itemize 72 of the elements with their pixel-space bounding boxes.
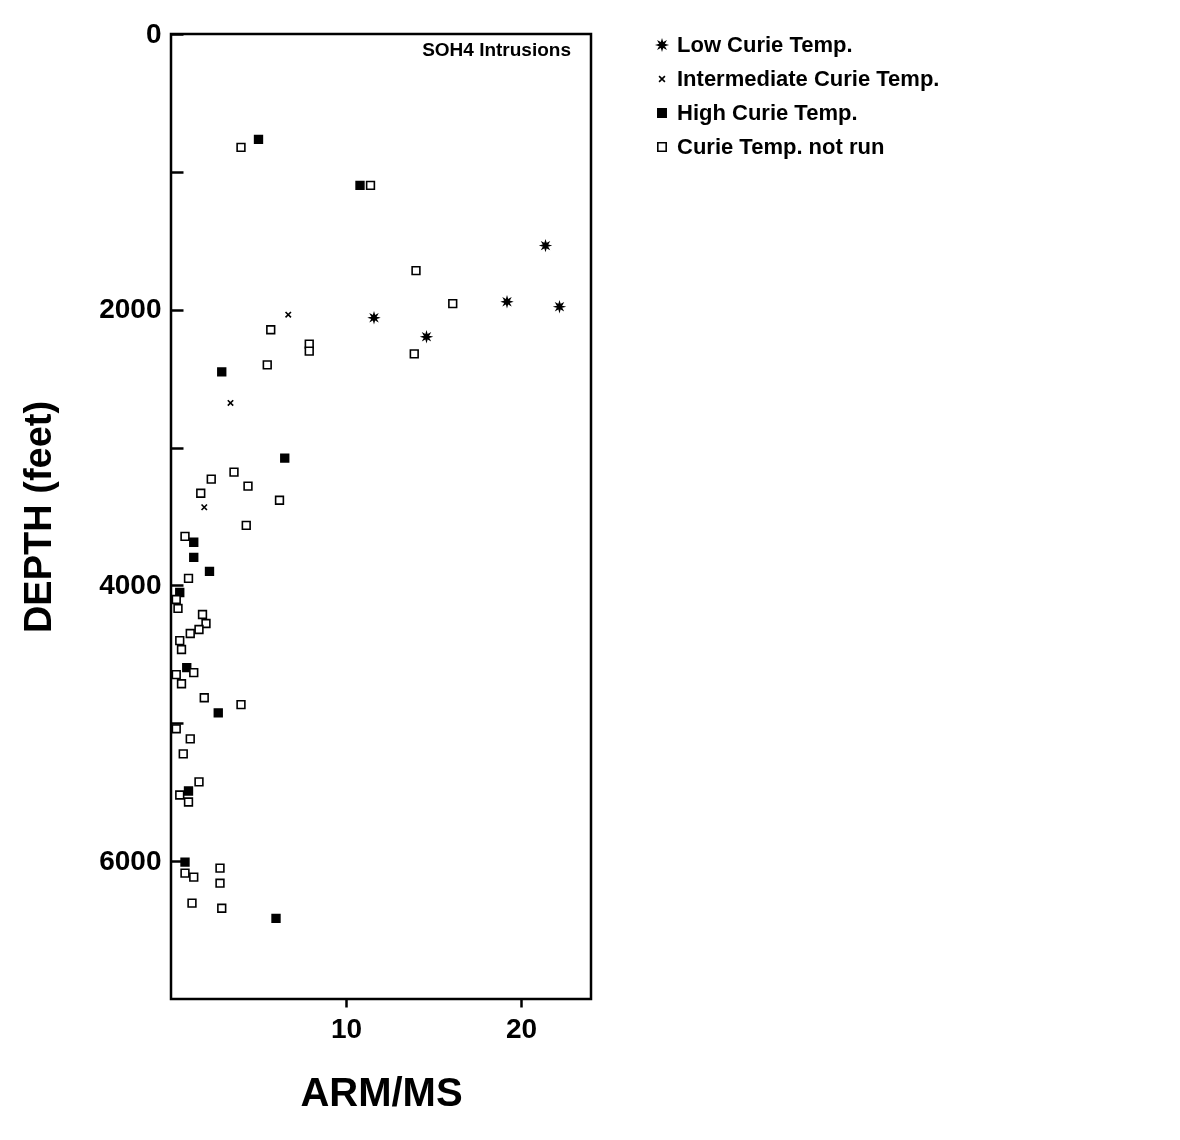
point [274, 495, 285, 505]
point [367, 311, 381, 325]
point [236, 700, 246, 710]
point [241, 520, 251, 530]
point [215, 863, 225, 873]
point [189, 537, 199, 547]
point [199, 693, 209, 703]
point [284, 311, 292, 319]
point [229, 467, 239, 477]
point [409, 349, 419, 359]
chart-title: SOH4 Intrusions [422, 39, 571, 60]
point [183, 797, 194, 807]
y-tick-label: 2000 [99, 293, 162, 325]
y-tick-label: 0 [145, 17, 162, 49]
point [189, 552, 199, 562]
point [201, 618, 211, 629]
point [187, 898, 197, 908]
point [420, 330, 433, 344]
point [355, 180, 365, 191]
point [217, 367, 227, 377]
point [553, 300, 566, 314]
point [411, 265, 421, 276]
point [540, 240, 551, 251]
point [183, 786, 194, 796]
point [176, 644, 187, 655]
point [180, 868, 190, 878]
point [266, 325, 276, 335]
point [253, 134, 264, 144]
point [204, 566, 215, 577]
point [180, 857, 190, 867]
point [280, 453, 290, 463]
point [183, 573, 194, 584]
point [173, 603, 183, 614]
x-axis-title: ARM/MS [300, 1069, 463, 1114]
legend-label: Intermediate Curie Temp. [677, 66, 940, 91]
point [178, 749, 188, 759]
point [194, 777, 204, 787]
point [500, 295, 514, 309]
point [185, 628, 195, 639]
y-tick-label: 4000 [99, 568, 162, 600]
point [196, 488, 206, 498]
point [189, 872, 199, 882]
legend-label: Curie Temp. not run [677, 134, 885, 159]
point [243, 481, 253, 491]
legend-label: High Curie Temp. [677, 100, 858, 125]
point [197, 609, 208, 620]
point [365, 180, 376, 191]
point [448, 298, 458, 309]
legend-label: Low Curie Temp. [677, 32, 853, 57]
point [236, 142, 246, 152]
point [171, 669, 181, 680]
point [200, 503, 208, 511]
point [304, 346, 314, 356]
point [206, 474, 216, 484]
y-axis-title: DEPTH (feet) [17, 400, 60, 634]
point [175, 790, 185, 800]
point [271, 913, 281, 924]
point [194, 624, 204, 635]
x-tick-label: 20 [505, 1012, 538, 1044]
point [171, 594, 181, 605]
point [217, 903, 227, 913]
point [213, 708, 223, 718]
x-tick-label: 10 [330, 1012, 363, 1044]
point [262, 360, 272, 370]
point [175, 635, 185, 646]
point [185, 734, 195, 744]
point [189, 668, 199, 678]
point [180, 531, 190, 542]
point [215, 878, 225, 888]
point [176, 679, 187, 689]
point [171, 724, 181, 734]
y-tick-label: 6000 [99, 844, 162, 876]
